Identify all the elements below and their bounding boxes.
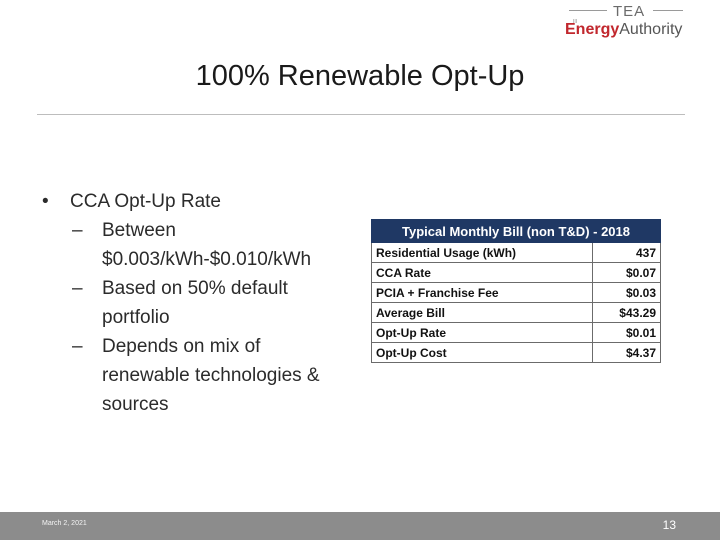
sub-bullet-portfolio: – Based on 50% default portfolio — [30, 274, 350, 332]
table-header: Typical Monthly Bill (non T&D) - 2018 — [371, 219, 661, 243]
logo-energy-authority: EnergyAuthority — [565, 21, 682, 39]
slide-title: 100% Renewable Opt-Up — [195, 60, 525, 92]
tea-logo: TEA III EnergyAuthority — [561, 3, 686, 44]
row-label: Residential Usage (kWh) — [370, 242, 594, 263]
logo-rule-left — [569, 10, 607, 11]
row-value: $43.29 — [592, 302, 661, 323]
table-row: PCIA + Franchise Fee $0.03 — [370, 282, 661, 303]
dash-icon: – — [72, 220, 83, 241]
footer-date: March 2, 2021 — [42, 520, 87, 527]
row-value: 437 — [592, 242, 661, 263]
row-label: Opt-Up Cost — [370, 342, 594, 363]
bullet-dot-icon: • — [42, 191, 49, 212]
dash-icon: – — [72, 336, 83, 357]
row-value: $0.01 — [592, 322, 661, 343]
page-number: 13 — [662, 518, 676, 532]
row-label: CCA Rate — [370, 262, 594, 283]
logo-mark: III — [573, 19, 578, 25]
table-row: CCA Rate $0.07 — [370, 262, 661, 283]
table-row: Average Bill $43.29 — [370, 302, 661, 323]
row-label: Average Bill — [370, 302, 594, 323]
row-label: Opt-Up Rate — [370, 322, 594, 343]
logo-energy-text: Energy — [565, 21, 620, 38]
sub-bullet-text: Depends on mix of renewable technologies… — [102, 336, 320, 415]
row-value: $0.03 — [592, 282, 661, 303]
dash-icon: – — [72, 278, 83, 299]
logo-tea-text: TEA — [613, 3, 646, 20]
logo-rule-right — [653, 10, 683, 11]
bullet-main-text: CCA Opt-Up Rate — [70, 191, 221, 212]
sub-bullet-mix: – Depends on mix of renewable technologi… — [30, 332, 350, 419]
bullet-item-main: • CCA Opt-Up Rate — [30, 187, 350, 216]
monthly-bill-table: Typical Monthly Bill (non T&D) - 2018 Re… — [370, 219, 661, 363]
footer-bar: March 2, 2021 13 — [0, 512, 720, 540]
table-row: Residential Usage (kWh) 437 — [370, 242, 661, 263]
sub-bullet-text: Based on 50% default portfolio — [102, 278, 288, 328]
sub-bullet-range: – Between $0.003/kWh-$0.010/kWh — [30, 216, 350, 274]
logo-authority-text: Authority — [619, 21, 683, 38]
row-label: PCIA + Franchise Fee — [370, 282, 594, 303]
bullet-list: • CCA Opt-Up Rate – Between $0.003/kWh-$… — [30, 187, 350, 419]
table-header-row: Typical Monthly Bill (non T&D) - 2018 — [371, 219, 661, 243]
row-value: $4.37 — [592, 342, 661, 363]
table-row: Opt-Up Rate $0.01 — [370, 322, 661, 343]
sub-bullet-text: Between $0.003/kWh-$0.010/kWh — [102, 220, 312, 270]
row-value: $0.07 — [592, 262, 661, 283]
table-row: Opt-Up Cost $4.37 — [370, 342, 661, 363]
title-divider — [37, 114, 685, 115]
